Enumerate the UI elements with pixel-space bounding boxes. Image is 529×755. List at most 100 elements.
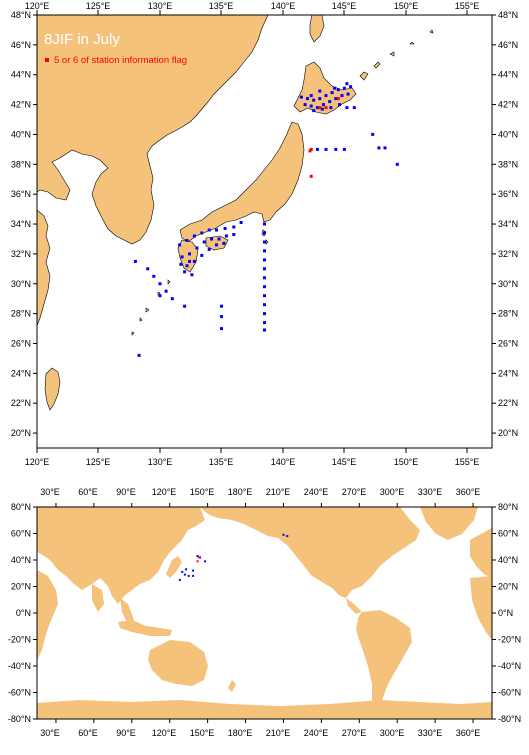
lat-label: -20°N	[498, 635, 521, 645]
station-marker	[192, 234, 196, 238]
station-marker	[152, 274, 156, 278]
station-marker	[220, 315, 223, 319]
lon-label: 120°E	[25, 1, 50, 11]
bottom-map-lon-labels-top: 30°E 60°E 90°E 120°E 150°E 180°E 210°E 2…	[40, 487, 480, 497]
new-zealand	[228, 680, 236, 692]
station-marker	[183, 573, 186, 576]
lon-label: 30°E	[40, 487, 60, 497]
lat-label: 26°N	[498, 338, 518, 348]
station-marker	[312, 109, 316, 113]
ryukyu-islands	[131, 279, 171, 336]
station-marker	[183, 304, 187, 308]
south-china-coast	[36, 209, 51, 327]
station-marker	[328, 100, 332, 104]
station-marker	[334, 147, 338, 151]
lon-label: 30°E	[40, 728, 60, 738]
lat-label: 40°N	[498, 129, 518, 139]
station-marker	[220, 304, 223, 308]
africa	[37, 570, 58, 660]
station-marker	[336, 88, 340, 92]
station-marker	[263, 222, 266, 226]
lat-label: 36°N	[11, 189, 31, 199]
lat-label: 32°N	[498, 249, 518, 259]
station-marker	[320, 107, 324, 111]
lon-label: 240°E	[304, 487, 329, 497]
station-marker	[200, 231, 204, 235]
station-marker	[346, 92, 350, 96]
lon-label: 120°E	[152, 487, 177, 497]
top-map: 120°E 125°E 130°E 135°E 140°E 145°E 150°…	[11, 1, 518, 467]
sakhalin-island	[309, 14, 325, 43]
station-marker	[200, 253, 204, 257]
station-marker	[330, 91, 334, 95]
africa-wrap	[470, 576, 492, 640]
lon-label: 150°E	[190, 487, 215, 497]
indonesia	[118, 620, 172, 636]
flagged-station-marker	[196, 560, 199, 563]
lat-label: 36°N	[498, 189, 518, 199]
lon-label: 300°E	[380, 487, 405, 497]
top-map-lon-labels-bottom: 120°E 125°E 130°E 135°E 140°E 145°E 150°…	[25, 457, 480, 467]
station-marker	[178, 243, 182, 247]
japan-small	[166, 556, 182, 578]
station-marker	[146, 267, 150, 271]
bottom-map-land	[37, 507, 492, 719]
lat-label: 20°N	[11, 428, 31, 438]
station-marker	[322, 103, 325, 107]
station-marker	[223, 227, 227, 230]
lat-label: 40°N	[11, 129, 31, 139]
lat-label: 46°N	[11, 40, 31, 50]
station-marker	[217, 237, 221, 241]
lat-label: 42°N	[11, 100, 31, 110]
lon-label: 90°E	[116, 487, 136, 497]
station-marker	[395, 162, 399, 166]
station-marker	[306, 97, 309, 101]
lon-label: 155°E	[455, 457, 480, 467]
station-marker	[263, 267, 266, 271]
station-marker	[190, 273, 194, 277]
lat-label: 0°N	[498, 608, 513, 618]
top-map-stations	[133, 82, 399, 357]
lon-label: 155°E	[455, 1, 480, 11]
lat-label: 34°N	[498, 219, 518, 229]
top-map-title: 8JIF in July	[44, 31, 120, 48]
station-marker	[187, 574, 190, 577]
station-marker	[133, 259, 137, 263]
station-marker	[215, 228, 218, 232]
lat-label: 24°N	[498, 368, 518, 378]
lon-label: 120°E	[152, 728, 177, 738]
station-marker	[349, 85, 353, 89]
lon-label: 240°E	[304, 728, 329, 738]
lon-label: 60°E	[78, 728, 98, 738]
bottom-map-stations	[178, 533, 289, 581]
lon-label: 270°E	[342, 728, 367, 738]
lon-label: 135°E	[209, 457, 234, 467]
bottom-map-lat-labels: 80°N 80°N 60°N 60°N 40°N 40°N 20°N 20°N 0°N 0°N -2…	[8, 502, 521, 724]
lat-label: 48°N	[498, 10, 518, 20]
lon-label: 145°E	[332, 457, 357, 467]
lat-label: 38°N	[11, 159, 31, 169]
flagged-station-marker	[197, 556, 200, 559]
station-marker	[196, 555, 199, 557]
lon-label: 145°E	[332, 1, 357, 11]
station-marker	[318, 89, 322, 93]
greenland	[420, 507, 478, 540]
europe-wrap	[470, 528, 492, 578]
station-marker	[183, 270, 187, 274]
station-marker	[315, 106, 319, 110]
asian-mainland	[36, 14, 269, 245]
station-marker	[371, 132, 375, 136]
lon-label: 150°E	[394, 457, 419, 467]
station-marker	[324, 94, 328, 98]
lat-label: 30°N	[498, 279, 518, 289]
honshu-island	[179, 121, 305, 243]
station-marker	[202, 240, 206, 244]
lon-label: 210°E	[266, 487, 291, 497]
station-marker	[232, 233, 236, 236]
lat-label: -20°N	[8, 635, 31, 645]
station-marker	[345, 106, 349, 110]
station-marker	[333, 86, 337, 90]
lat-label: 44°N	[11, 70, 31, 80]
station-marker	[263, 258, 266, 262]
